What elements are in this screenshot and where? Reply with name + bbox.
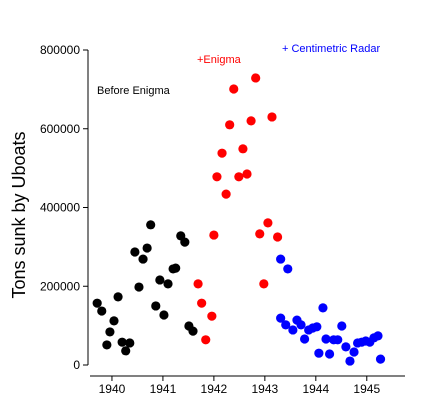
x-tick-label: 1941 <box>150 382 177 396</box>
point <box>246 116 256 126</box>
point <box>134 282 144 292</box>
point <box>125 338 135 348</box>
point <box>375 354 386 364</box>
point <box>283 264 293 274</box>
point <box>159 310 169 320</box>
point <box>314 348 324 358</box>
point <box>92 298 102 308</box>
point <box>207 311 217 321</box>
x-tick-label: 1944 <box>302 382 329 396</box>
point <box>105 327 115 337</box>
y-tick-label: 0 <box>73 358 80 372</box>
point <box>117 337 127 347</box>
point <box>272 232 283 242</box>
point <box>171 263 181 273</box>
point <box>234 172 244 182</box>
point <box>251 73 261 83</box>
y-tick-label: 600000 <box>40 122 80 136</box>
point <box>109 316 119 326</box>
point <box>163 279 173 289</box>
point <box>321 334 331 344</box>
x-tick-label: 1945 <box>353 382 380 396</box>
point <box>373 331 383 341</box>
series-label: + Centimetric Radar <box>282 43 380 55</box>
point <box>333 335 343 345</box>
point <box>121 346 131 356</box>
y-axis-label: Tons sunk by Uboats <box>9 131 29 298</box>
point <box>146 220 156 230</box>
point <box>180 237 190 247</box>
point <box>276 313 286 323</box>
point <box>238 144 248 154</box>
point <box>267 112 277 122</box>
point <box>138 254 148 264</box>
x-tick-label: 1943 <box>251 382 278 396</box>
series-label: +Enigma <box>197 54 242 66</box>
point <box>299 334 310 344</box>
y-tick-label: 400000 <box>40 201 80 215</box>
point <box>288 325 298 335</box>
point <box>142 243 152 253</box>
point <box>337 321 347 331</box>
point <box>312 322 322 332</box>
point <box>201 335 211 345</box>
point <box>197 298 207 308</box>
x-tick-label: 1942 <box>201 382 228 396</box>
point <box>209 230 219 240</box>
point <box>221 189 231 199</box>
point <box>225 120 235 130</box>
point <box>113 292 123 302</box>
point <box>296 320 306 330</box>
point <box>151 301 161 311</box>
point <box>212 172 222 182</box>
point <box>345 356 355 366</box>
point <box>155 275 165 285</box>
point <box>281 320 291 330</box>
point <box>217 148 227 158</box>
series-label: Before Enigma <box>97 85 171 97</box>
point <box>276 254 286 264</box>
point <box>259 279 269 289</box>
point <box>188 326 198 336</box>
point <box>97 306 107 316</box>
point <box>263 218 273 228</box>
point <box>229 84 239 94</box>
point <box>255 229 265 239</box>
point <box>349 347 359 357</box>
point <box>324 349 335 359</box>
point <box>102 340 112 350</box>
point <box>193 279 203 289</box>
y-tick-label: 200000 <box>40 279 80 293</box>
point <box>242 169 252 179</box>
point <box>130 247 140 257</box>
y-tick-label: 800000 <box>40 43 80 57</box>
point <box>318 303 328 313</box>
x-tick-label: 1940 <box>99 382 126 396</box>
point <box>341 342 351 352</box>
